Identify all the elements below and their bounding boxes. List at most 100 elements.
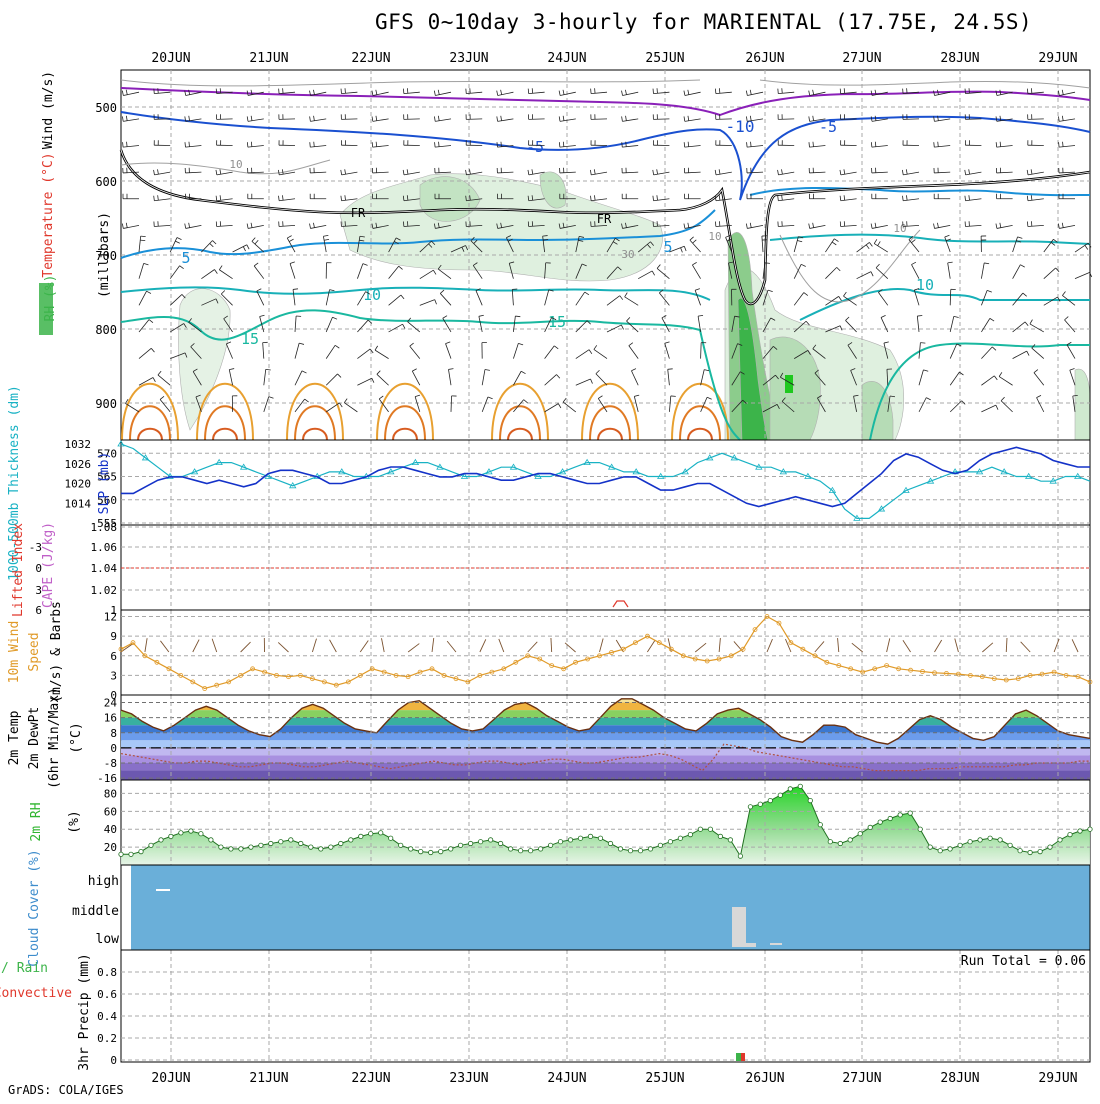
- rh-contour-gray1: [121, 80, 700, 86]
- wind-barb-flag: [376, 116, 377, 121]
- wind10m-barb: [600, 638, 604, 652]
- wind-barb-flag: [801, 264, 805, 266]
- wind-barb: [498, 119, 514, 122]
- wind-barb-flag: [220, 169, 221, 174]
- rh2m-point: [1018, 849, 1022, 853]
- wind-barb-flag: [1062, 90, 1063, 95]
- temp-band: [121, 755, 1090, 763]
- wind-barb-flag: [372, 91, 373, 96]
- contour-label: 5: [663, 238, 672, 256]
- wind-barb-flag: [1034, 370, 1038, 373]
- wind-barb-flag: [938, 142, 939, 147]
- wind-barb-flag: [834, 239, 838, 242]
- wind-barb: [716, 92, 732, 93]
- wind-barb: [563, 402, 576, 412]
- wind-barb-flag: [688, 223, 689, 228]
- wind-barb-flag: [219, 266, 222, 270]
- wind-barb: [440, 293, 451, 305]
- wind-barb-flag: [257, 289, 261, 291]
- rh2m-point: [498, 841, 502, 845]
- wind-barb-flag: [335, 345, 339, 348]
- wind-barb: [695, 290, 700, 305]
- wind-barb-flag: [969, 195, 970, 200]
- wind-barb: [1013, 351, 1027, 359]
- wind-barb-flag: [433, 270, 436, 274]
- wind-barb: [576, 321, 587, 332]
- date-label-bottom: 25JUN: [645, 1071, 684, 1086]
- wind-barb: [254, 266, 264, 279]
- wind-barb: [357, 264, 362, 279]
- wind-barb-flag: [221, 290, 225, 294]
- wind-barb-flag: [443, 316, 447, 319]
- wind-barb: [950, 372, 959, 385]
- wind-barb-flag: [840, 326, 842, 331]
- cape-tick-label: 1.02: [91, 584, 118, 597]
- rh2m-point: [888, 816, 892, 820]
- wind-barb-flag: [216, 170, 217, 175]
- wind-barb: [154, 92, 170, 93]
- wind-barb-flag: [341, 170, 342, 175]
- y-tick-label: 24: [104, 697, 118, 710]
- wind-barb-flag: [282, 195, 283, 200]
- temp-contour-warm: [138, 429, 162, 440]
- temp-band: [121, 748, 1090, 756]
- temp-contour-warm: [303, 429, 327, 440]
- rh2m-point: [968, 840, 972, 844]
- wind-barb-flag: [497, 91, 498, 96]
- wind-barb-flag: [323, 235, 328, 236]
- wind-barb: [139, 348, 151, 358]
- wind-barb-flag: [563, 398, 566, 402]
- wind10m-barb: [719, 638, 720, 652]
- wind-barb-flag: [556, 375, 559, 379]
- wind-barb-flag: [122, 116, 123, 121]
- wind-barb: [841, 119, 857, 120]
- wind-barb: [482, 397, 488, 412]
- wind-barb-flag: [690, 237, 694, 240]
- wind-barb-flag: [278, 170, 279, 175]
- y-tick-label: 20: [104, 841, 117, 854]
- temp-band: [121, 763, 1090, 771]
- wind-barb-flag: [126, 90, 127, 95]
- wind-barb-flag: [363, 264, 368, 266]
- wind-barb-flag: [996, 116, 997, 121]
- wind-barb-flag: [559, 116, 560, 121]
- wind-barb: [716, 119, 732, 120]
- wind-barb-flag: [874, 239, 877, 243]
- rh2m-point: [828, 840, 832, 844]
- wind-barb-flag: [626, 142, 627, 147]
- wind-barb-flag: [653, 170, 654, 175]
- wind-barb: [685, 119, 701, 122]
- wind-barb: [1028, 119, 1044, 120]
- wind-barb: [1032, 348, 1044, 358]
- rh2m-point: [1058, 838, 1062, 842]
- wind-barb: [252, 241, 264, 252]
- date-label-bottom: 21JUN: [249, 1071, 288, 1086]
- wind-barb: [185, 145, 201, 147]
- wind-barb: [653, 119, 669, 120]
- chart-title: GFS 0~10day 3-hourly for MARIENTAL (17.7…: [375, 10, 1032, 34]
- wind-barb: [594, 349, 607, 358]
- cape-mark: [613, 601, 628, 607]
- wind10m-barb: [647, 640, 655, 652]
- wind-barb-flag: [247, 91, 248, 96]
- wind-barb-flag: [840, 196, 841, 201]
- wind-barb: [279, 225, 295, 226]
- wind-barb-flag: [470, 169, 471, 174]
- wind-barb-flag: [440, 290, 444, 293]
- wind-barb: [1044, 297, 1058, 305]
- wind-barb-flag: [665, 342, 670, 343]
- y-tick-label: 0: [110, 1054, 117, 1067]
- rh2m-point: [468, 841, 472, 845]
- wind-barb: [479, 316, 482, 332]
- credit-text: GrADS: COLA/IGES: [8, 1083, 124, 1097]
- contour-label: -10: [726, 117, 755, 136]
- wind-barb-flag: [778, 196, 779, 201]
- wind-barb: [878, 292, 887, 305]
- wind-barb-flag: [1070, 368, 1075, 370]
- wind10m-barb: [955, 638, 959, 652]
- date-label-top: 27JUN: [842, 51, 881, 66]
- rh2m-point: [788, 787, 792, 791]
- wind-barb-flag: [376, 142, 377, 147]
- wind-barb-flag: [532, 169, 533, 174]
- wind-barb-flag: [377, 371, 380, 375]
